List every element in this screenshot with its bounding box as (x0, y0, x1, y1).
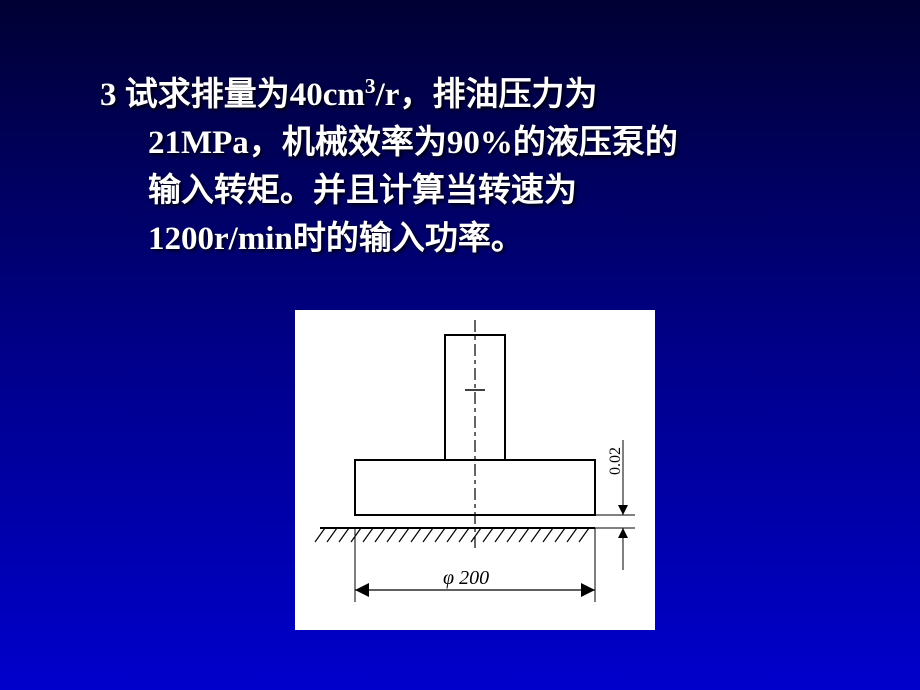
displacement-value: 40cm (290, 77, 365, 113)
svg-text:0.02: 0.02 (607, 447, 624, 475)
efficiency-value: 90% (447, 125, 513, 161)
text-segment: 时的输入功率。 (293, 221, 524, 257)
text-segment: 的液压泵的 (513, 125, 678, 161)
diagram-svg: 0.02 φ 200 (295, 310, 655, 630)
text-line3: 输入转矩。并且计算当转速为 (100, 168, 820, 216)
engineering-diagram: 0.02 φ 200 (295, 310, 655, 630)
problem-number: 3 (100, 77, 117, 113)
text-segment: ，排油压力为 (399, 77, 597, 113)
slide-content: 3 试求排量为40cm3/r，排油压力为 21MPa，机械效率为90%的液压泵的… (0, 0, 920, 263)
text-segment: 试求排量为 (125, 77, 290, 113)
svg-text:φ 200: φ 200 (443, 567, 489, 589)
displacement-exp: 3 (365, 74, 376, 98)
problem-text: 3 试求排量为40cm3/r，排油压力为 21MPa，机械效率为90%的液压泵的… (100, 72, 820, 263)
pressure-value: 21MPa (148, 125, 249, 161)
rpm-value: 1200r/min (148, 221, 293, 257)
displacement-unit: /r (376, 77, 400, 113)
text-segment: ，机械效率为 (249, 125, 447, 161)
